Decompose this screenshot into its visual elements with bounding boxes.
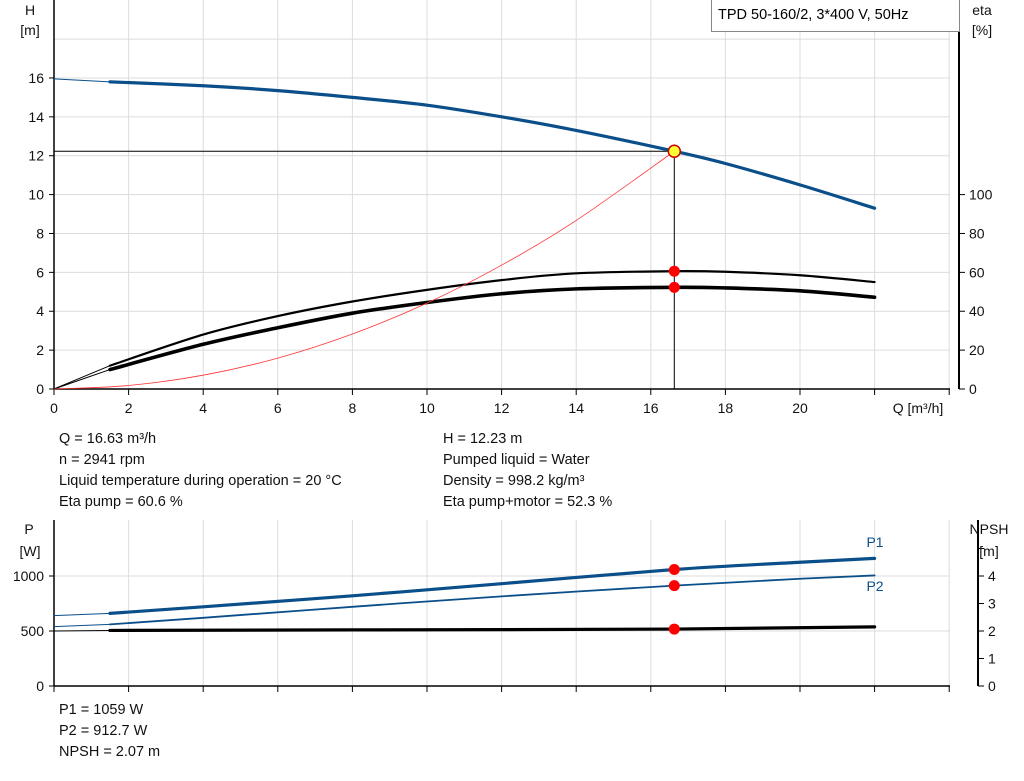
y-tick-label: 0 bbox=[36, 678, 44, 694]
y-tick-label: 8 bbox=[36, 225, 44, 241]
series-NPSH-extrapolated bbox=[53, 629, 110, 632]
info-left: Q = 16.63 m³/h n = 2941 rpm Liquid tempe… bbox=[59, 429, 342, 513]
series-NPSH bbox=[108, 625, 877, 633]
series-system-curve bbox=[53, 150, 675, 390]
x-tick-label: 12 bbox=[494, 400, 510, 416]
y2-axis-label: NPSH bbox=[970, 521, 1009, 537]
y2-tick-label: 1 bbox=[988, 651, 996, 667]
info-bottom: P1 = 1059 W P2 = 912.7 W NPSH = 2.07 m bbox=[59, 700, 160, 763]
y2-tick-label: 100 bbox=[969, 187, 993, 203]
y-tick-label: 6 bbox=[36, 264, 44, 280]
pump-title: TPD 50-160/2, 3*400 V, 50Hz bbox=[711, 0, 960, 32]
y2-tick-label: 0 bbox=[988, 678, 996, 694]
series-eta_pump bbox=[108, 269, 876, 367]
y-tick-label: 16 bbox=[28, 70, 44, 86]
info-h: H = 12.23 m bbox=[443, 431, 523, 447]
x-tick-label: 4 bbox=[199, 400, 207, 416]
marker-p1 bbox=[668, 564, 680, 576]
y-axis-unit: [W] bbox=[20, 543, 41, 559]
series-P1-extrapolated bbox=[53, 612, 110, 617]
y-axis-label: P bbox=[24, 521, 33, 537]
info-temp: Liquid temperature during operation = 20… bbox=[59, 473, 342, 489]
y-tick-label: 1000 bbox=[13, 568, 44, 584]
series-P1 bbox=[108, 556, 877, 615]
series-H-extrapolated bbox=[53, 78, 110, 83]
x-tick-label: 10 bbox=[419, 400, 435, 416]
series-label-p1: P1 bbox=[866, 534, 883, 550]
y2-tick-label: 3 bbox=[988, 596, 996, 612]
y-tick-label: 2 bbox=[36, 342, 44, 358]
x-tick-label: 6 bbox=[274, 400, 282, 416]
y2-tick-label: 40 bbox=[969, 303, 985, 319]
y2-tick-label: 20 bbox=[969, 342, 985, 358]
info-right: H = 12.23 m Pumped liquid = Water Densit… bbox=[443, 429, 612, 513]
y2-tick-label: 80 bbox=[969, 225, 985, 241]
x-tick-label: 2 bbox=[125, 400, 133, 416]
x-tick-label: 8 bbox=[349, 400, 357, 416]
info-npsh: NPSH = 2.07 m bbox=[59, 744, 161, 760]
info-p2: P2 = 912.7 W bbox=[59, 723, 148, 739]
y2-axis-unit: [%] bbox=[972, 22, 992, 38]
info-p1: P1 = 1059 W bbox=[59, 702, 144, 718]
y-tick-label: 0 bbox=[36, 381, 44, 397]
y2-tick-label: 0 bbox=[969, 381, 977, 397]
info-n: n = 2941 rpm bbox=[59, 452, 145, 468]
y2-axis-label: eta bbox=[972, 2, 992, 18]
series-P2 bbox=[109, 574, 876, 626]
y-axis-label: H bbox=[25, 2, 35, 18]
series-eta_pump-extrapolated bbox=[53, 365, 111, 390]
y2-tick-label: 2 bbox=[988, 623, 996, 639]
y-tick-label: 500 bbox=[21, 623, 45, 639]
y2-tick-label: 60 bbox=[969, 264, 985, 280]
x-tick-label: 14 bbox=[568, 400, 584, 416]
y2-tick-label: 4 bbox=[988, 568, 996, 584]
series-H bbox=[108, 80, 877, 210]
series-eta_pump_motor-extrapolated bbox=[53, 369, 111, 390]
series-eta_pump_motor bbox=[108, 285, 877, 372]
marker-eta-pump bbox=[668, 265, 680, 277]
x-axis-label: Q [m³/h] bbox=[893, 400, 944, 416]
info-eta-total: Eta pump+motor = 52.3 % bbox=[443, 494, 613, 510]
x-tick-label: 0 bbox=[50, 400, 58, 416]
info-density: Density = 998.2 kg/m³ bbox=[443, 473, 585, 489]
x-tick-label: 18 bbox=[718, 400, 734, 416]
y-tick-label: 14 bbox=[28, 109, 44, 125]
y-tick-label: 4 bbox=[36, 303, 44, 319]
x-tick-label: 16 bbox=[643, 400, 659, 416]
info-liquid: Pumped liquid = Water bbox=[443, 452, 590, 468]
y-tick-label: 10 bbox=[28, 187, 44, 203]
marker-p2 bbox=[668, 580, 680, 592]
series-P2-extrapolated bbox=[53, 623, 110, 628]
x-tick-label: 20 bbox=[792, 400, 808, 416]
operating-point-marker bbox=[667, 144, 682, 158]
marker-npsh bbox=[668, 623, 680, 635]
series-label-p2: P2 bbox=[866, 578, 883, 594]
info-q: Q = 16.63 m³/h bbox=[59, 431, 157, 447]
y-tick-label: 12 bbox=[28, 148, 44, 164]
marker-eta-pump-motor bbox=[668, 281, 680, 293]
y-axis-unit: [m] bbox=[20, 22, 39, 38]
info-eta-pump: Eta pump = 60.6 % bbox=[59, 494, 183, 510]
y2-axis-unit: [m] bbox=[979, 543, 998, 559]
